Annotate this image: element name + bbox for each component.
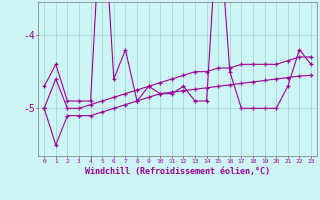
X-axis label: Windchill (Refroidissement éolien,°C): Windchill (Refroidissement éolien,°C) bbox=[85, 167, 270, 176]
